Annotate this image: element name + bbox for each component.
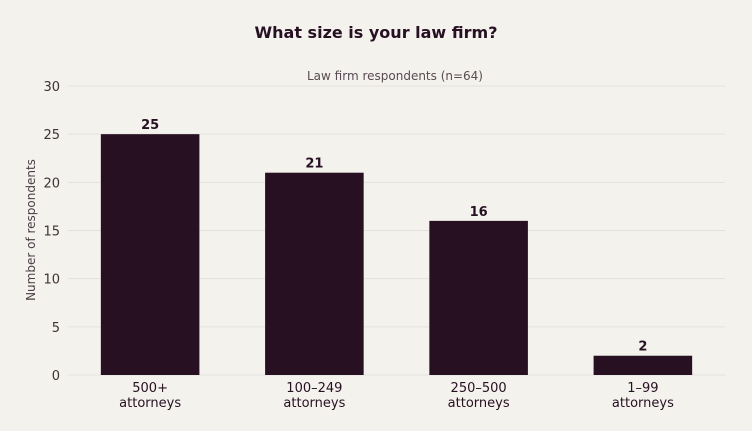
y-tick-label: 5 xyxy=(52,321,60,336)
y-tick-label: 30 xyxy=(43,80,60,95)
data-label: 21 xyxy=(305,157,323,172)
bar-0 xyxy=(100,134,200,375)
y-tick-label: 10 xyxy=(43,273,60,288)
x-tick-label: 100–249 attorneys xyxy=(283,381,345,411)
y-tick-label: 25 xyxy=(43,128,60,143)
data-label: 2 xyxy=(638,340,647,355)
y-tick-label: 0 xyxy=(52,369,60,384)
bar-3 xyxy=(593,355,693,375)
bar-1 xyxy=(265,172,364,375)
y-tick-label: 15 xyxy=(43,225,60,240)
x-tick-label: 250–500 attorneys xyxy=(448,381,510,411)
chart-title: What size is your law firm? xyxy=(255,23,498,42)
x-tick-label: 1–99 attorneys xyxy=(612,381,674,411)
y-axis-label: Number of respondents xyxy=(24,159,38,301)
y-tick-label: 20 xyxy=(43,176,60,191)
x-tick-label: 500+ attorneys xyxy=(119,381,181,411)
y-tick-layer: 0 5 10 15 20 25 30 xyxy=(43,80,60,384)
data-label: 25 xyxy=(141,118,159,133)
data-label: 16 xyxy=(470,205,488,220)
chart-subtitle: Law firm respondents (n=64) xyxy=(307,69,483,83)
bar-layer xyxy=(100,134,693,375)
data-label-layer: 25 21 16 2 xyxy=(141,118,647,355)
bar-2 xyxy=(429,220,528,375)
category-label-layer: 500+ attorneys 100–249 attorneys 250–500 atto… xyxy=(119,381,674,411)
